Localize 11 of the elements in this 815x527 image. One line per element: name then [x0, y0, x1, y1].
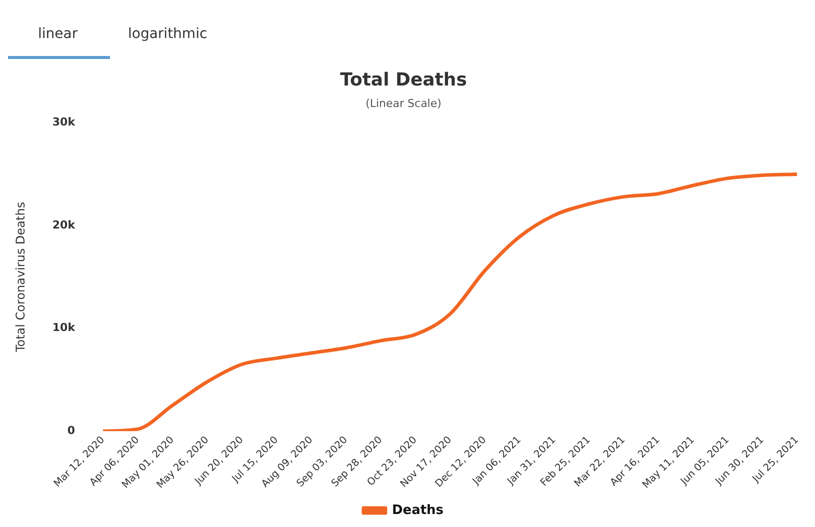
text: logarithmic: [128, 26, 208, 42]
y-tick-label: 10k: [52, 321, 76, 334]
y-axis-title: Total Coronavirus Deaths: [13, 202, 28, 354]
chart-title: Total Deaths: [340, 69, 467, 90]
line-series: [101, 172, 799, 432]
y-tick-label: 30k: [52, 116, 76, 129]
text: linear: [38, 26, 78, 42]
y-tick-label: 0: [67, 424, 76, 438]
chart-subtitle: (Linear Scale): [366, 97, 442, 110]
y-tick-label: 20k: [52, 218, 76, 232]
legend-label: Deaths: [392, 502, 444, 518]
